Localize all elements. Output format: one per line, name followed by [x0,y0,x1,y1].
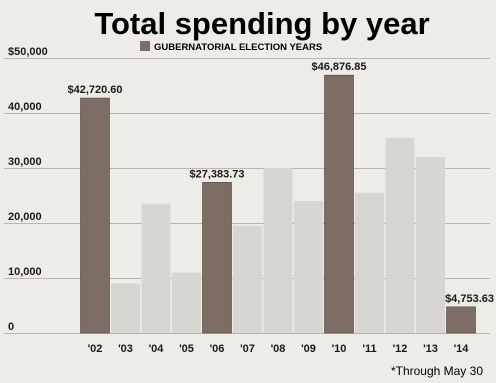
x-tick-label: '10 [332,343,347,355]
x-tick-label: '02 [88,343,103,355]
data-label: $46,876.85 [311,61,366,73]
x-tick-label: '14 [454,343,470,355]
x-tick-label: '06 [210,343,225,355]
x-tick-label: '08 [271,343,286,355]
bars [80,74,476,334]
data-label: $27,383.73 [189,168,244,180]
data-label: $4,753.63 [445,293,494,305]
bar-other-year [294,201,323,333]
x-tick-label: '09 [301,343,316,355]
x-tick-label: '07 [240,343,255,355]
data-labels: $42,720.60 $27,383.73 $46,876.85 $4,753.63 [67,61,494,305]
bar-election-year [80,97,110,334]
bar-election-year [324,74,354,334]
bar-other-year [141,203,171,333]
y-tick-label: 20,000 [8,211,42,223]
bar-election-year [446,306,476,334]
data-label: $42,720.60 [67,84,122,96]
bar-other-year [416,157,445,333]
x-tick-label: '03 [118,343,133,355]
x-axis-tick-labels: '02 '03 '04 '05 '06 '07 '08 '09 '10 '11 '12 '13 '14 [88,343,470,355]
y-tick-label: 0 [8,321,14,333]
bar-other-year [233,225,262,333]
chart-title: Total spending by year [94,6,429,41]
bar-other-year [355,192,384,333]
y-tick-label: $50,000 [8,46,48,58]
bar-other-year [172,272,201,333]
bar-other-year [111,283,140,333]
y-tick-label: 40,000 [8,101,42,113]
y-axis-tick-labels: 0 10,000 20,000 30,000 40,000 $50,000 [8,46,48,333]
legend-swatch [140,41,150,51]
x-tick-label: '12 [393,343,408,355]
bar-other-year [385,137,415,333]
x-tick-label: '04 [149,343,165,355]
x-tick-label: '11 [362,343,376,355]
y-tick-label: 10,000 [8,266,42,278]
y-tick-label: 30,000 [8,156,42,168]
x-tick-label: '13 [423,343,438,355]
x-tick-label: '05 [179,343,194,355]
legend-label: GUBERNATORIAL ELECTION YEARS [154,42,322,53]
footnote: *Through May 30 [391,364,483,378]
bar-other-year [263,168,293,333]
bar-election-year [202,182,232,334]
